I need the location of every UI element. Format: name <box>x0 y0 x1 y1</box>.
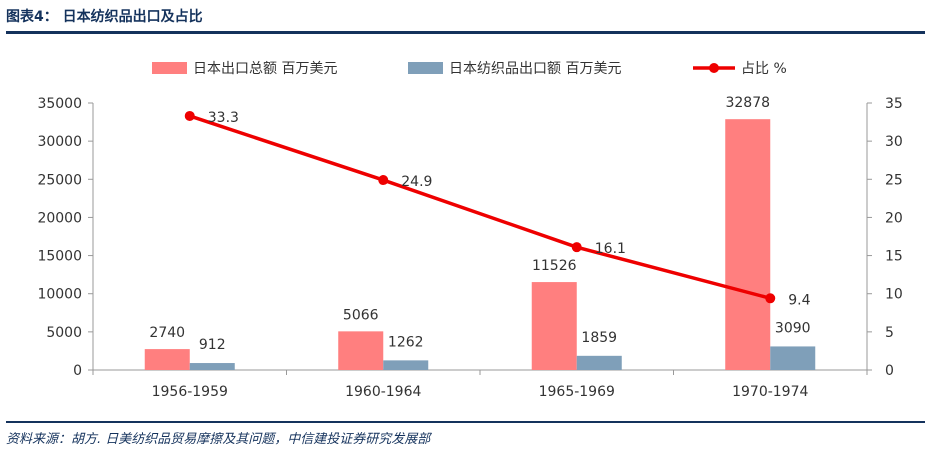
bar-data-label: 3090 <box>775 320 811 336</box>
bar-total-export <box>144 349 190 370</box>
left-axis-tick-label: 15000 <box>37 249 82 265</box>
chart: 0 5000 10000 15000 20000 25000 30000 35000 0 5 10 1… <box>37 61 903 400</box>
bar-textile-export <box>576 355 622 370</box>
bar-total-export <box>338 331 384 370</box>
legend-label: 占比 % <box>741 61 787 77</box>
left-axis-tick-label: 20000 <box>37 210 82 226</box>
legend-label: 日本纺织品出口额 百万美元 <box>449 61 621 77</box>
bar-data-label: 1262 <box>388 334 424 350</box>
left-axis-tick-label: 30000 <box>37 134 82 150</box>
right-axis-tick-label: 25 <box>885 172 903 188</box>
right-axis-tick-label: 20 <box>885 210 903 226</box>
bar-textile-export <box>189 363 235 370</box>
left-axis-tick-label: 25000 <box>37 172 82 188</box>
share-point <box>184 110 195 121</box>
bar-data-label: 11526 <box>532 258 577 274</box>
left-axis-tick-label: 35000 <box>37 96 82 112</box>
right-axis-tick-label: 30 <box>885 134 903 150</box>
left-axis-tick-label: 5000 <box>46 325 82 341</box>
legend-label: 日本出口总额 百万美元 <box>193 61 337 77</box>
bar-data-label: 1859 <box>581 330 617 346</box>
left-axis-tick-label: 10000 <box>37 287 82 303</box>
right-axis-tick-label: 10 <box>885 287 903 303</box>
x-axis-tick-label: 1965-1969 <box>539 384 615 400</box>
share-line <box>189 114 771 300</box>
bar-data-label: 5066 <box>343 307 379 323</box>
bar-data-label: 32878 <box>725 95 770 111</box>
chart-title: 图表4： 日本纺织品出口及占比 <box>6 9 203 25</box>
x-axis-tick-label: 1956-1959 <box>152 384 228 400</box>
legend-swatch-share-point <box>709 63 719 73</box>
share-data-label: 9.4 <box>788 292 810 308</box>
bar-total-export <box>531 282 577 370</box>
bar-total-export <box>725 119 771 370</box>
bar-data-label: 912 <box>199 337 226 353</box>
right-axis-tick-label: 0 <box>885 363 894 379</box>
legend-swatch-total-export <box>152 62 187 74</box>
bar-data-label: 2740 <box>149 325 185 341</box>
share-data-label: 16.1 <box>595 241 626 257</box>
source-note: 资料来源：胡方. 日美纺织品贸易摩擦及其问题，中信建投证券研究发展部 <box>6 432 431 447</box>
share-point <box>378 175 389 186</box>
legend-swatch-textile-export <box>408 62 443 74</box>
x-axis-tick-label: 1960-1964 <box>345 384 421 400</box>
bottom-divider <box>6 421 925 423</box>
left-axis-tick-label: 0 <box>73 363 82 379</box>
share-data-label: 33.3 <box>208 110 239 126</box>
right-axis-tick-label: 5 <box>885 325 894 341</box>
share-data-label: 24.9 <box>401 174 432 190</box>
share-point <box>765 293 776 304</box>
right-axis-tick-label: 35 <box>885 96 903 112</box>
bar-textile-export <box>383 360 429 370</box>
x-axis-tick-label: 1970-1974 <box>732 384 808 400</box>
top-divider <box>6 31 925 34</box>
share-point <box>571 242 582 253</box>
right-axis-tick-label: 15 <box>885 249 903 265</box>
bar-textile-export <box>770 346 816 370</box>
